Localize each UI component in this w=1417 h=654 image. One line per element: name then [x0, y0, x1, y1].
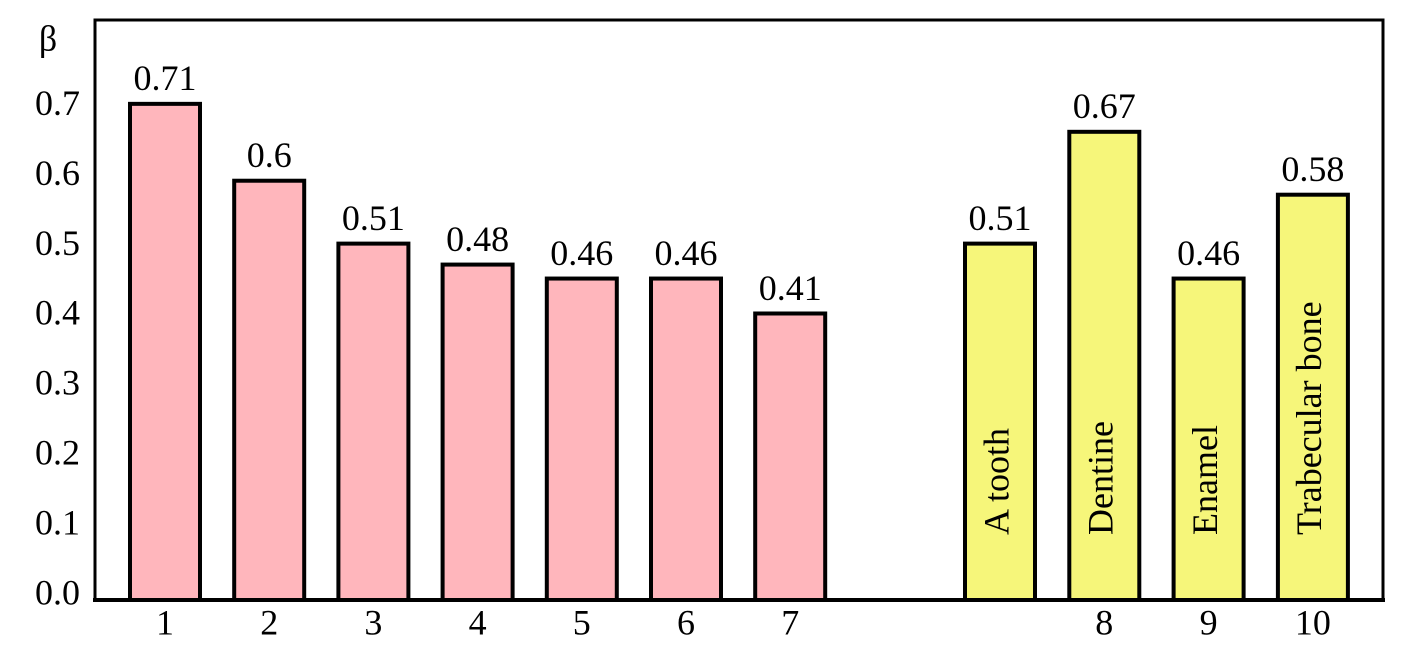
value-label: 0.48 — [446, 219, 509, 259]
bar — [1067, 129, 1142, 603]
bar — [440, 262, 515, 602]
bar — [753, 311, 828, 602]
y-tick-label: 0.4 — [35, 293, 80, 333]
y-tick-label: 0.1 — [35, 502, 80, 542]
value-label: 0.41 — [759, 268, 822, 308]
bar-label: Trabecular bone — [1289, 301, 1329, 535]
x-tick-label: 7 — [781, 602, 799, 642]
y-tick-label: 0.3 — [35, 363, 80, 403]
bar — [544, 276, 619, 602]
bar — [1275, 192, 1350, 602]
y-tick-label: 0.7 — [35, 83, 80, 123]
value-label: 0.67 — [1073, 86, 1136, 126]
bar — [649, 276, 723, 602]
bar — [232, 178, 307, 602]
bar — [336, 241, 411, 602]
value-label: 0.51 — [342, 198, 405, 238]
x-tick-label: 9 — [1200, 602, 1218, 642]
x-tick-label: 8 — [1095, 602, 1113, 642]
value-label: 0.46 — [1177, 233, 1240, 273]
bar-label: A tooth — [976, 428, 1016, 535]
y-tick-label: 0.0 — [35, 572, 80, 612]
x-tick-label: 2 — [260, 602, 278, 642]
y-tick-label: 0.6 — [35, 153, 80, 193]
x-tick-label: 4 — [469, 602, 487, 642]
bar-label: Dentine — [1081, 421, 1121, 535]
x-tick-label: 1 — [156, 602, 174, 642]
x-tick-label: 3 — [364, 602, 382, 642]
y-axis-label: β — [39, 18, 57, 58]
bar — [1171, 276, 1246, 602]
bar — [963, 241, 1037, 602]
x-tick-label: 10 — [1295, 602, 1331, 642]
bar-label: Enamel — [1185, 425, 1225, 535]
value-label: 0.71 — [134, 58, 197, 98]
value-label: 0.46 — [655, 233, 718, 273]
value-label: 0.6 — [247, 135, 292, 175]
value-label: 0.58 — [1281, 149, 1344, 189]
x-tick-label: 6 — [677, 602, 695, 642]
value-label: 0.51 — [969, 198, 1032, 238]
value-label: 0.46 — [550, 233, 613, 273]
y-tick-label: 0.2 — [35, 433, 80, 473]
bar — [128, 101, 202, 603]
x-tick-label: 5 — [573, 602, 591, 642]
y-tick-label: 0.5 — [35, 223, 80, 263]
